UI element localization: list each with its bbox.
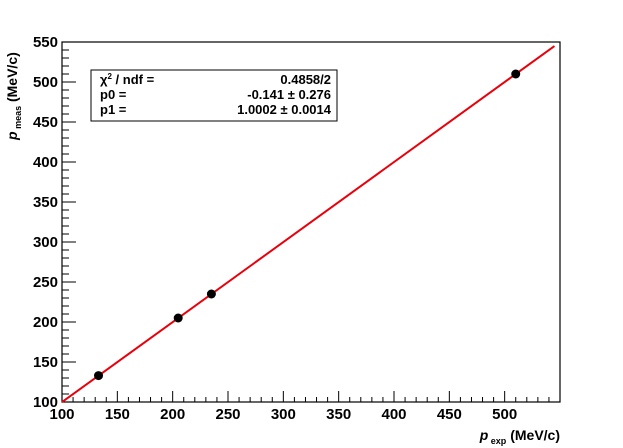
y-tick-label: 100: [33, 394, 58, 411]
stats-value: 1.0002 ± 0.0014: [237, 102, 332, 117]
x-tick-label: 150: [105, 406, 130, 423]
x-tick-label: 500: [492, 406, 517, 423]
y-tick-label: 150: [33, 354, 58, 371]
stats-box: χ2 / ndf = 0.4858/2 p0 = -0.141 ± 0.276 p1 =…: [90, 69, 338, 122]
y-axis-title: p meas (MeV/c): [4, 52, 23, 141]
y-tick-label: 400: [33, 154, 58, 171]
data-point: [206, 289, 216, 299]
stats-value: -0.141 ± 0.276: [247, 87, 331, 102]
stats-label: χ2 / ndf =: [100, 72, 155, 87]
plot-frame: [61, 41, 561, 403]
y-tick-label: 450: [33, 114, 58, 131]
fit-line: [61, 45, 556, 403]
axes-layer: 100 150 200 250 300 350 400 450 500 100 150 200 250 3…: [33, 34, 561, 423]
x-tick-label: 400: [381, 406, 406, 423]
axis-titles: p exp (MeV/c) p meas (MeV/c): [4, 52, 560, 446]
stats-label: p1 =: [100, 102, 127, 117]
stats-label: p0 =: [100, 87, 127, 102]
fit-layer: [61, 45, 556, 403]
y-axis-title-group: p meas (MeV/c): [4, 52, 23, 141]
stats-box-frame: [90, 69, 338, 122]
data-point: [94, 371, 104, 381]
y-tick-label: 300: [33, 234, 58, 251]
x-tick-label: 200: [160, 406, 185, 423]
y-tick-label: 200: [33, 314, 58, 331]
x-tick-label: 100: [49, 406, 74, 423]
stats-value: 0.4858/2: [280, 72, 331, 87]
x-axis-title: p exp (MeV/c): [479, 427, 560, 446]
y-tick-label: 550: [33, 34, 58, 51]
y-tick-label: 500: [33, 74, 58, 91]
y-tick-label: 350: [33, 194, 58, 211]
y-tick-label: 250: [33, 274, 58, 291]
x-tick-label: 350: [326, 406, 351, 423]
points-layer: [94, 69, 521, 381]
x-tick-label: 300: [271, 406, 296, 423]
x-tick-label: 450: [437, 406, 462, 423]
data-point: [173, 313, 183, 323]
x-tick-label: 250: [215, 406, 240, 423]
data-point: [511, 69, 521, 79]
